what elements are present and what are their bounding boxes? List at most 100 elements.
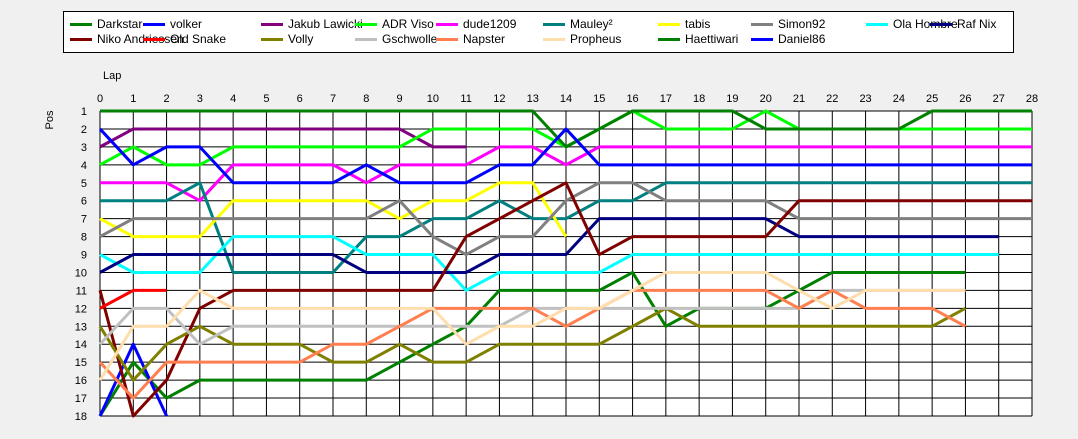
legend-swatch: [751, 22, 773, 26]
legend-swatch: [658, 22, 680, 26]
series-line-dude1209: [100, 145, 1032, 203]
legend-label: Simon92: [778, 17, 826, 31]
y-tick-label: 17: [75, 393, 87, 405]
series-line-old-snake: [99, 288, 167, 310]
y-tick-label: 10: [75, 267, 87, 279]
legend-item: Darkstar: [70, 17, 142, 31]
x-tick-label: 11: [460, 93, 471, 105]
legend-item: Raf Nix: [930, 17, 996, 31]
legend-swatch: [143, 37, 165, 41]
legend-swatch: [143, 22, 165, 26]
y-axis-label: Pos: [44, 110, 56, 129]
legend-label: Jakub Lawicki: [288, 17, 363, 31]
legend-swatch: [70, 22, 92, 26]
legend-item: Haettiwari: [658, 32, 738, 46]
legend-label: Ola Hombre: [893, 17, 958, 31]
legend-item: Propheus: [543, 32, 621, 46]
legend-label: Volly: [288, 32, 314, 46]
legend-item: Niko Andriessen: [70, 32, 184, 46]
series-line-tabis: [99, 181, 568, 239]
series-line-volly: [98, 306, 967, 382]
series-line-propheus: [98, 270, 966, 381]
legend-swatch: [436, 37, 458, 41]
legend-label: Raf Nix: [957, 17, 997, 31]
legend-swatch: [543, 22, 565, 26]
x-tick-label: 13: [527, 93, 539, 105]
legend-swatch: [751, 37, 773, 41]
x-tick-label: 22: [826, 93, 838, 105]
y-tick-label: 2: [81, 124, 87, 136]
y-tick-label: 14: [75, 339, 87, 351]
legend-item: Volly: [261, 32, 313, 46]
legend-label: Niko Andriessen: [97, 32, 184, 46]
legend-swatch: [658, 37, 680, 41]
y-tick-label: 12: [75, 303, 87, 315]
legend-label: Napster: [463, 32, 506, 46]
y-tick-label: 11: [76, 285, 87, 297]
legend-item: Old Snake: [143, 32, 226, 46]
legend-item: volker: [143, 17, 202, 31]
legend-swatch: [930, 22, 952, 26]
series-line-napster: [98, 288, 967, 400]
x-tick-label: 16: [626, 93, 638, 105]
x-tick-label: 3: [197, 93, 203, 105]
legend-swatch: [261, 22, 283, 26]
x-tick-label: 4: [230, 93, 236, 105]
x-tick-label: 0: [97, 93, 103, 105]
legend-swatch: [261, 37, 283, 41]
legend-label: Gschwolle: [382, 32, 438, 46]
legend-item: Daniel86: [751, 32, 825, 46]
x-tick-label: 9: [397, 93, 403, 105]
x-tick-label: 17: [660, 93, 672, 105]
legend-label: dude1209: [463, 17, 517, 31]
x-tick-label: 24: [893, 93, 905, 105]
legend-label: ADR Viso: [382, 17, 434, 31]
y-tick-label: 18: [75, 411, 87, 423]
x-tick-label: 21: [793, 93, 805, 105]
legend-swatch: [543, 37, 565, 41]
legend-item: Napster: [436, 32, 505, 46]
x-tick-label: 6: [297, 93, 303, 105]
legend-item: Gschwolle: [355, 32, 437, 46]
x-tick-label: 2: [164, 93, 170, 105]
legend-swatch: [355, 22, 377, 26]
x-axis-label: Lap: [103, 70, 121, 82]
x-tick-label: 5: [263, 93, 269, 105]
x-tick-label: 1: [130, 93, 136, 105]
legend-item: dude1209: [436, 17, 516, 31]
legend-label: Mauley²: [570, 17, 613, 31]
series-line-daniel86: [98, 127, 1032, 185]
y-tick-label: 13: [75, 321, 87, 333]
y-tick-label: 9: [81, 250, 87, 262]
y-tick-label: 1: [81, 106, 87, 118]
legend-label: Old Snake: [170, 32, 227, 46]
x-tick-label: 18: [693, 93, 705, 105]
chart-legend: Darkstar volker Jakub Lawicki ADR Viso dude1…: [63, 11, 1014, 53]
legend-label: volker: [170, 17, 203, 31]
x-tick-label: 8: [363, 93, 369, 105]
series-line-niko-andriessen: [98, 181, 1032, 418]
series-line-jakub-lawicki: [99, 127, 467, 149]
legend-item: ADR Viso: [355, 17, 434, 31]
x-tick-label: 28: [1026, 93, 1038, 105]
y-tick-label: 8: [81, 232, 87, 244]
series-line-ola-hombre: [99, 235, 999, 292]
legend-swatch: [355, 37, 377, 41]
legend-swatch: [866, 22, 888, 26]
x-tick-label: 15: [593, 93, 605, 105]
legend-swatch: [70, 37, 92, 41]
series-line-simon92: [99, 181, 1032, 257]
x-tick-label: 20: [760, 93, 772, 105]
series-line-haettiwari: [100, 109, 1032, 149]
series-line-mauley: [100, 181, 1032, 274]
legend-label: Haettiwari: [685, 32, 739, 46]
x-tick-label: 14: [560, 93, 572, 105]
y-tick-label: 4: [81, 160, 87, 172]
x-tick-label: 7: [330, 93, 336, 105]
legend-label: Propheus: [570, 32, 622, 46]
x-tick-label: 19: [726, 93, 738, 105]
y-tick-label: 16: [75, 375, 87, 387]
y-tick-label: 6: [81, 196, 87, 208]
legend-item: Simon92: [751, 17, 825, 31]
